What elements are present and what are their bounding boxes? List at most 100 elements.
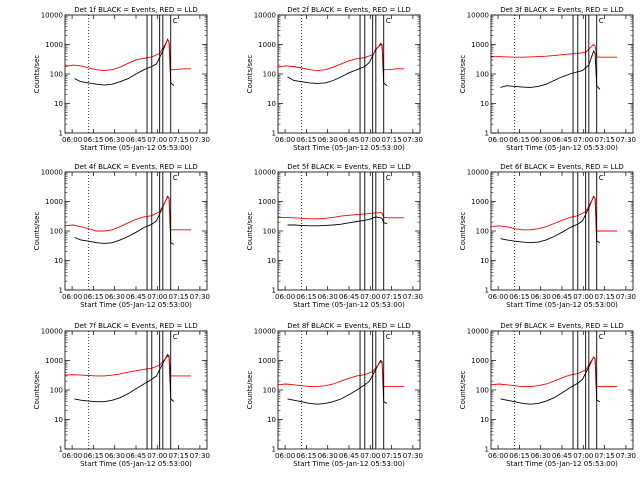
y-axis-label: Counts/sec	[33, 212, 41, 251]
y-tick-label: 10	[54, 257, 63, 265]
x-tick-label: 06:30	[105, 293, 125, 301]
series-line-lld	[64, 39, 192, 72]
x-tick-label: 07:00	[147, 293, 167, 301]
x-tick-label: 06:00	[62, 452, 82, 460]
y-tick-label: 100	[263, 387, 276, 395]
y-tick-label: 1	[59, 287, 63, 295]
y-tick-label: 10000	[41, 328, 63, 336]
x-tick-label: 06:00	[488, 136, 508, 144]
y-tick-label: 10000	[467, 169, 489, 177]
x-axis-label: Start Time (05-Jan-12 05:53:00)	[80, 144, 192, 152]
x-tick-label: 06:30	[318, 452, 338, 460]
x-tick-label: 06:45	[339, 293, 359, 301]
annotation-label: C	[173, 174, 178, 182]
annotation-label: C	[599, 333, 604, 341]
x-tick-label: 06:00	[275, 293, 295, 301]
series-line-events	[287, 43, 388, 87]
x-tick-label: 07:15	[169, 293, 189, 301]
y-axis-label: Counts/sec	[459, 55, 467, 94]
y-tick-label: 1000	[471, 198, 489, 206]
x-tick-label: 06:00	[488, 293, 508, 301]
panel-title: Det 7f BLACK = Events, RED = LLD	[74, 322, 197, 330]
x-tick-label: 07:00	[573, 452, 593, 460]
panel-title: Det 8f BLACK = Events, RED = LLD	[287, 322, 410, 330]
x-tick-label: 06:15	[296, 293, 316, 301]
x-tick-label: 06:45	[126, 136, 146, 144]
x-tick-label: 07:00	[147, 452, 167, 460]
x-tick-label: 07:15	[595, 452, 615, 460]
series-line-lld	[490, 356, 618, 388]
x-tick-label: 07:30	[190, 136, 210, 144]
y-tick-label: 1	[485, 446, 489, 454]
y-tick-label: 1	[485, 287, 489, 295]
x-tick-label: 07:00	[360, 136, 380, 144]
x-tick-label: 06:15	[509, 136, 529, 144]
y-tick-label: 1	[272, 446, 276, 454]
x-tick-label: 07:30	[616, 136, 636, 144]
x-tick-label: 06:15	[83, 136, 103, 144]
y-axis-label: Counts/sec	[459, 212, 467, 251]
x-tick-label: 06:45	[339, 452, 359, 460]
panel-det-9: Det 9f BLACK = Events, RED = LLD C 1 10 100 1…	[459, 322, 636, 468]
x-tick-label: 07:15	[382, 293, 402, 301]
y-axis-label: Counts/sec	[246, 55, 254, 94]
x-tick-label: 06:00	[62, 136, 82, 144]
x-axis-label: Start Time (05-Jan-12 05:53:00)	[506, 460, 618, 468]
plot-frame	[277, 171, 421, 291]
series-line-events	[74, 353, 175, 403]
x-axis-label: Start Time (05-Jan-12 05:53:00)	[293, 144, 405, 152]
x-tick-label: 07:00	[360, 452, 380, 460]
series-line-lld	[277, 361, 405, 388]
panel-title: Det 2f BLACK = Events, RED = LLD	[287, 6, 410, 14]
x-tick-label: 07:30	[403, 452, 423, 460]
y-tick-label: 1	[272, 130, 276, 138]
x-tick-label: 06:45	[339, 136, 359, 144]
y-tick-label: 10000	[254, 12, 276, 20]
x-tick-label: 06:45	[552, 452, 572, 460]
y-tick-label: 100	[50, 71, 63, 79]
x-tick-label: 07:00	[360, 293, 380, 301]
y-tick-label: 10000	[254, 328, 276, 336]
x-tick-label: 06:15	[83, 293, 103, 301]
x-tick-label: 07:15	[382, 136, 402, 144]
x-tick-label: 06:45	[552, 136, 572, 144]
y-tick-label: 10000	[254, 169, 276, 177]
y-tick-label: 100	[263, 228, 276, 236]
plot-frame	[490, 330, 634, 450]
series-line-lld	[277, 42, 405, 72]
y-tick-label: 100	[50, 387, 63, 395]
panel-det-4: Det 4f BLACK = Events, RED = LLD C 1 10 100 1…	[33, 163, 210, 309]
x-axis-label: Start Time (05-Jan-12 05:53:00)	[506, 144, 618, 152]
x-tick-label: 07:00	[573, 293, 593, 301]
series-line-lld	[490, 196, 618, 232]
x-tick-label: 06:30	[531, 452, 551, 460]
y-tick-label: 10	[267, 416, 276, 424]
y-tick-label: 1	[59, 446, 63, 454]
series-line-events	[74, 38, 175, 87]
y-tick-label: 1000	[45, 198, 63, 206]
x-tick-label: 06:15	[83, 452, 103, 460]
y-tick-label: 100	[476, 387, 489, 395]
series-line-events	[287, 216, 387, 227]
y-tick-label: 1000	[258, 198, 276, 206]
plot-frame	[64, 171, 208, 291]
panel-title: Det 9f BLACK = Events, RED = LLD	[500, 322, 623, 330]
y-tick-label: 10	[480, 100, 489, 108]
plot-frame	[490, 14, 634, 134]
x-tick-label: 07:30	[190, 452, 210, 460]
y-tick-label: 10000	[41, 12, 63, 20]
panel-det-2: Det 2f BLACK = Events, RED = LLD C 1 10 100 1…	[246, 6, 423, 152]
y-tick-label: 10	[54, 416, 63, 424]
annotation-label: C	[386, 17, 391, 25]
y-tick-label: 10	[267, 257, 276, 265]
plot-frame	[277, 330, 421, 450]
series-line-events	[500, 195, 601, 244]
x-tick-label: 07:15	[169, 452, 189, 460]
x-tick-label: 07:15	[595, 293, 615, 301]
y-axis-label: Counts/sec	[33, 371, 41, 410]
x-tick-label: 07:00	[573, 136, 593, 144]
x-tick-label: 06:30	[105, 136, 125, 144]
y-tick-label: 1000	[45, 357, 63, 365]
panel-title: Det 5f BLACK = Events, RED = LLD	[287, 163, 410, 171]
